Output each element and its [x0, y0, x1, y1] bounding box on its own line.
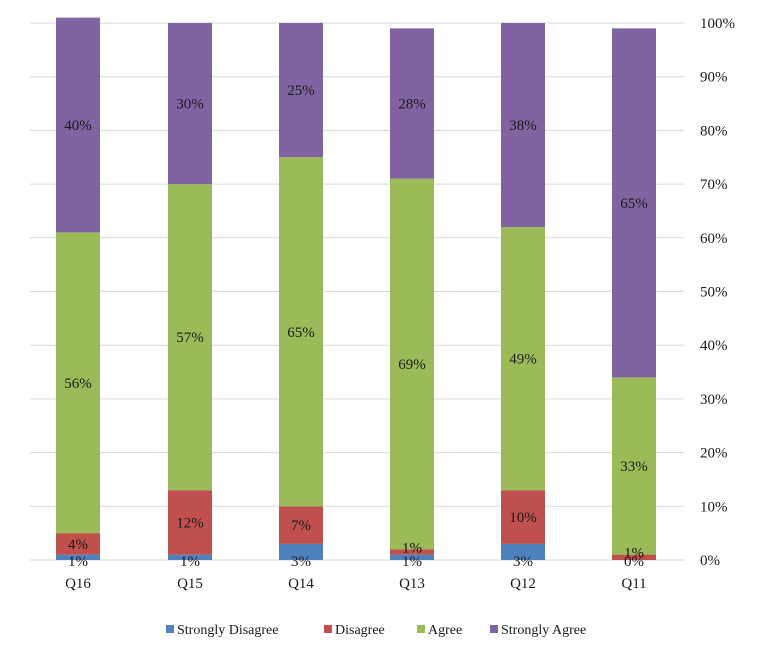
data-labels: 1%4%56%40%1%12%57%30%3%7%65%25%1%1%69%28…: [64, 83, 648, 570]
data-label: 38%: [509, 118, 537, 134]
data-label: 49%: [509, 352, 537, 368]
y-tick-label: 70%: [700, 177, 728, 193]
bar-segment: [168, 490, 212, 555]
data-label: 12%: [176, 515, 204, 531]
x-tick-label: Q15: [177, 576, 203, 592]
y-tick-label: 0%: [700, 553, 720, 569]
data-label: 33%: [620, 459, 648, 475]
data-label: 30%: [176, 97, 204, 113]
bar-segment: [390, 28, 434, 179]
legend-label: Agree: [428, 623, 462, 638]
data-label: 65%: [620, 196, 648, 212]
data-label: 3%: [291, 554, 311, 570]
y-tick-label: 40%: [700, 338, 728, 354]
x-tick-label: Q11: [621, 576, 646, 592]
y-tick-label: 10%: [700, 499, 728, 515]
data-label: 28%: [398, 97, 426, 113]
bar-segment: [390, 554, 434, 560]
y-tick-label: 100%: [700, 16, 735, 32]
x-tick-label: Q13: [399, 576, 425, 592]
data-label: 3%: [513, 554, 533, 570]
bar-segment: [390, 178, 434, 550]
legend-swatch: [490, 625, 498, 633]
bar-segment: [501, 23, 545, 228]
y-tick-label: 50%: [700, 285, 728, 301]
bar-segment: [501, 543, 545, 560]
y-axis: 0% 10% 20% 30% 40% 50% 60% 70% 80% 90% 100%: [700, 16, 735, 569]
legend-label: Strongly Agree: [501, 623, 586, 638]
legend-swatch: [166, 625, 174, 633]
y-tick-label: 20%: [700, 446, 728, 462]
data-label: 1%: [402, 540, 422, 556]
data-label: 7%: [291, 518, 311, 534]
data-label: 1%: [180, 554, 200, 570]
data-label: 69%: [398, 357, 426, 373]
legend: Strongly Disagree Disagree Agree Strongly A…: [166, 623, 586, 638]
data-label: 1%: [624, 546, 644, 562]
data-label: 4%: [68, 537, 88, 553]
x-axis: Q16 Q15 Q14 Q13 Q12 Q11: [65, 576, 647, 592]
gridlines: [30, 22, 684, 561]
bars: [56, 17, 656, 560]
bar-segment: [501, 227, 545, 491]
x-tick-label: Q12: [510, 576, 536, 592]
x-tick-label: Q16: [65, 576, 91, 592]
y-tick-label: 30%: [700, 392, 728, 408]
y-tick-label: 90%: [700, 70, 728, 86]
bar-segment: [279, 543, 323, 560]
bar-segment: [279, 157, 323, 507]
bar-segment: [56, 533, 100, 555]
bar-segment: [168, 23, 212, 185]
data-label: 1%: [68, 554, 88, 570]
bar-segment: [390, 549, 434, 555]
bar-segment: [612, 28, 656, 378]
bar-segment: [501, 490, 545, 544]
bar-segment: [612, 554, 656, 560]
y-tick-label: 80%: [700, 123, 728, 139]
bar-segment: [279, 506, 323, 544]
bar-segment: [56, 554, 100, 560]
data-label: 10%: [509, 510, 537, 526]
data-label: 40%: [64, 118, 92, 134]
bar-segment: [56, 17, 100, 233]
data-label: 0%: [624, 554, 644, 570]
bar-segment: [612, 377, 656, 555]
legend-swatch: [417, 625, 425, 633]
x-tick-label: Q14: [288, 576, 314, 592]
bar-segment: [168, 184, 212, 491]
bar-segment: [279, 23, 323, 158]
data-label: 65%: [287, 325, 315, 341]
legend-swatch: [324, 625, 332, 633]
bar-segment: [56, 232, 100, 534]
data-label: 25%: [287, 83, 315, 99]
data-label: 1%: [402, 554, 422, 570]
legend-label: Disagree: [335, 623, 385, 638]
data-label: 56%: [64, 376, 92, 392]
bar-segment: [168, 554, 212, 560]
y-tick-label: 60%: [700, 231, 728, 247]
legend-label: Strongly Disagree: [177, 623, 278, 638]
data-label: 57%: [176, 330, 204, 346]
